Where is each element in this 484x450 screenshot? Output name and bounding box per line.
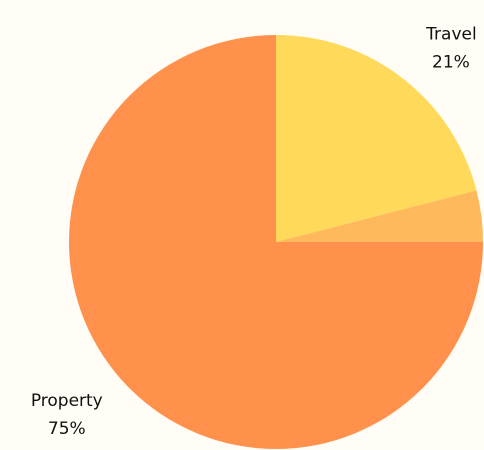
slice-value-label: 75% [48, 419, 86, 439]
pie-slice [69, 35, 483, 449]
pie-slice [276, 35, 477, 242]
slice-label: Property [31, 391, 103, 411]
slice-value-label: 21% [432, 52, 470, 72]
slice-label: Travel [425, 24, 477, 44]
pie-slice [276, 190, 483, 242]
